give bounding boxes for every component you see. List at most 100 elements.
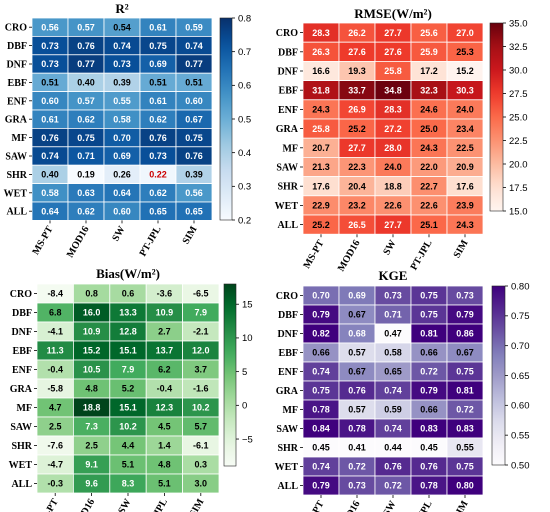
cell-value-label: 0.75 [77, 133, 95, 143]
row-label: SAW [5, 152, 27, 163]
column-label: PT-JPL [144, 497, 170, 512]
cell-value-label: 4.8 [158, 460, 171, 470]
panel-title: Bias(W/m²) [96, 266, 160, 281]
cell-value-label: 6.8 [49, 308, 62, 318]
cell-value-label: 0.73 [149, 151, 167, 161]
row-label: ALL [277, 481, 298, 492]
cell-value-label: 0.61 [149, 96, 167, 106]
column-label: PT-JPL [409, 238, 435, 272]
colorbar-tick-label: 5 [242, 367, 247, 378]
cell-value-label: 0.82 [312, 329, 330, 339]
row-label: CRO [10, 289, 32, 300]
cell-value-label: 0.81 [420, 329, 438, 339]
cell-value-label: 0.62 [149, 114, 167, 124]
cell-value-label: 0.40 [77, 78, 95, 88]
cell-value-label: 3.0 [195, 479, 208, 489]
cell-value-label: 0.55 [113, 96, 131, 106]
cell-value-label: 23.2 [348, 201, 366, 211]
panel-title: KGE [379, 268, 408, 283]
cell-value-label: 0.71 [384, 310, 402, 320]
cell-value-label: 25.0 [420, 124, 438, 134]
cell-value-label: 27.7 [384, 28, 402, 38]
row-label: ENF [278, 105, 298, 116]
cell-value-label: 0.75 [185, 133, 203, 143]
cell-value-label: 9.6 [85, 479, 98, 489]
row-label: ALL [277, 220, 298, 231]
column-label: SIM [452, 238, 471, 260]
cell-value-label: 0.80 [456, 481, 474, 491]
cell-value-label: 12.0 [192, 346, 210, 356]
cell-value-label: 0.64 [113, 188, 131, 198]
cell-value-label: 0.66 [420, 405, 438, 415]
column-label: SIM [181, 224, 200, 246]
row-label: SHR [6, 170, 27, 181]
row-label: DBF [278, 310, 298, 321]
cell-value-label: 7.9 [195, 308, 208, 318]
cell-value-label: 25.8 [312, 124, 330, 134]
cell-value-label: 25.2 [312, 220, 330, 230]
cell-value-label: 0.74 [384, 386, 402, 396]
cell-value-label: 5.2 [122, 384, 135, 394]
cell-value-label: 13.7 [156, 346, 174, 356]
cell-value-label: -0.4 [157, 384, 173, 394]
cell-value-label: 18.8 [384, 181, 402, 191]
cell-value-label: 1.4 [158, 441, 171, 451]
colorbar-tick-label: 0.4 [238, 148, 251, 159]
cell-value-label: 0.70 [113, 133, 131, 143]
cell-value-label: 0.74 [41, 151, 59, 161]
row-label: DNF [277, 329, 298, 340]
cell-value-label: 0.66 [312, 348, 330, 358]
cell-value-label: 10.5 [83, 365, 101, 375]
panel-title: RMSE(W/m²) [354, 6, 432, 21]
row-label: EBF [13, 346, 32, 357]
cell-value-label: 0.69 [149, 59, 167, 69]
cell-value-label: 7.3 [85, 422, 98, 432]
cell-value-label: 22.3 [348, 162, 366, 172]
row-label: MF [282, 405, 298, 416]
cell-value-label: 4.8 [85, 384, 98, 394]
cell-value-label: 0.69 [113, 151, 131, 161]
row-label: SHR [277, 443, 298, 454]
cell-value-label: 0.74 [312, 367, 330, 377]
cell-value-label: 13.3 [119, 308, 137, 318]
colorbar-tick-label: 30.0 [509, 65, 528, 76]
cell-value-label: 0.78 [420, 481, 438, 491]
row-label: MF [11, 133, 27, 144]
cell-value-label: 10.2 [192, 403, 210, 413]
row-label: WET [9, 460, 33, 471]
cell-value-label: 0.67 [185, 114, 203, 124]
cell-value-label: 22.9 [312, 201, 330, 211]
cell-value-label: 4.5 [158, 422, 171, 432]
row-label: DBF [7, 41, 27, 52]
column-label: MOD16 [65, 224, 92, 259]
row-label: EBF [8, 78, 27, 89]
row-label: SAW [276, 163, 298, 174]
row-label: CRO [276, 28, 298, 39]
row-label: WET [275, 201, 299, 212]
column-label: SW [381, 499, 398, 512]
cell-value-label: -6.1 [193, 441, 209, 451]
cell-value-label: 0.51 [41, 78, 59, 88]
cell-value-label: 26.9 [348, 105, 366, 115]
cell-value-label: 0.67 [456, 348, 474, 358]
cell-value-label: 19.3 [348, 66, 366, 76]
cell-value-label: 16.6 [312, 66, 330, 76]
cell-value-label: -0.3 [47, 479, 63, 489]
colorbar-tick-label: 0.55 [511, 430, 530, 441]
cell-value-label: 0.39 [185, 170, 203, 180]
cell-value-label: 0.47 [384, 329, 402, 339]
cell-value-label: 25.8 [384, 66, 402, 76]
row-label: DBF [12, 308, 32, 319]
cell-value-label: 0.57 [77, 96, 95, 106]
cell-value-label: 0.84 [312, 424, 330, 434]
cell-value-label: 0.75 [420, 310, 438, 320]
cell-value-label: 0.65 [185, 206, 203, 216]
cell-value-label: 0.75 [456, 462, 474, 472]
cell-value-label: 22.6 [420, 201, 438, 211]
cell-value-label: 0.65 [149, 206, 167, 216]
cell-value-label: 11.3 [47, 346, 64, 356]
cell-value-label: 0.58 [41, 188, 59, 198]
row-label: MF [282, 143, 298, 154]
cell-value-label: 17.6 [312, 181, 330, 191]
row-label: SAW [276, 424, 298, 435]
